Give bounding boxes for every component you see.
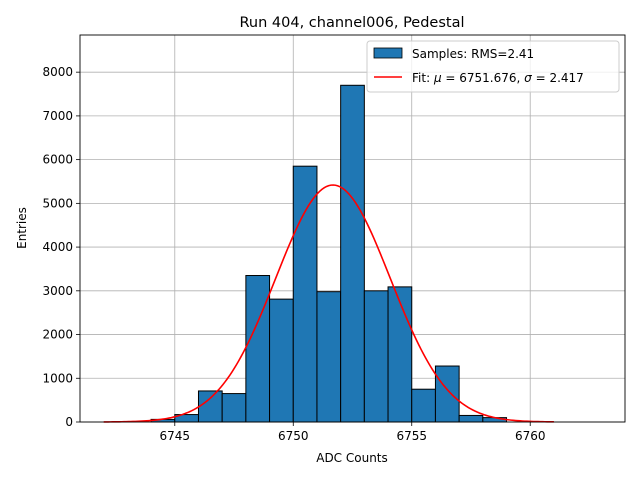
histogram-bar xyxy=(411,388,436,423)
legend-label-samples: Samples: RMS=2.41 xyxy=(412,47,534,61)
histogram-bar xyxy=(387,286,413,423)
x-tick-label: 6755 xyxy=(396,429,427,443)
histogram-bars xyxy=(150,84,508,423)
fit-label-sigma: σ xyxy=(524,71,532,85)
y-tick-label: 1000 xyxy=(42,371,73,385)
fit-label-sigma-value: = 2.417 xyxy=(532,71,584,85)
x-tick-label: 6745 xyxy=(160,429,191,443)
histogram-bar xyxy=(434,365,460,423)
x-tick-label: 6760 xyxy=(515,429,546,443)
x-tick-label: 6750 xyxy=(278,429,309,443)
fit-curve xyxy=(103,184,554,423)
histogram-bar xyxy=(292,165,318,423)
plot-frame xyxy=(79,34,626,423)
y-tick-label: 4000 xyxy=(42,240,73,254)
y-axis: 0 1000 2000 3000 4000 5000 6000 7000 8000 xyxy=(42,65,80,429)
histogram-bar xyxy=(197,390,223,423)
x-axis-label: ADC Counts xyxy=(316,451,388,465)
fit-label-prefix: Fit: xyxy=(412,71,434,85)
fit-label-mu: μ xyxy=(433,71,442,85)
y-tick-label: 7000 xyxy=(42,109,73,123)
y-axis-label: Entries xyxy=(15,207,29,249)
histogram-bar xyxy=(221,393,247,423)
y-tick-label: 3000 xyxy=(42,284,73,298)
chart-title: Run 404, channel006, Pedestal xyxy=(239,15,464,31)
histogram-bar xyxy=(316,291,342,423)
y-tick-label: 0 xyxy=(65,415,73,429)
histogram-bar xyxy=(363,290,389,423)
legend-box xyxy=(366,40,620,93)
legend-swatch-samples xyxy=(373,47,403,59)
legend: Samples: RMS=2.41 Fit: μ = 6751.676, σ =… xyxy=(366,40,620,93)
y-tick-label: 2000 xyxy=(42,328,73,342)
y-tick-label: 6000 xyxy=(42,153,73,167)
fit-label-mu-value: = 6751.676, xyxy=(442,71,525,85)
y-tick-label: 5000 xyxy=(42,196,73,210)
histogram-bar xyxy=(269,298,294,423)
histogram-bar xyxy=(340,84,365,423)
x-axis: 6745 6750 6755 6760 xyxy=(160,422,546,443)
histogram-bar xyxy=(245,275,271,423)
y-tick-label: 8000 xyxy=(42,65,73,79)
histogram-bar xyxy=(458,414,484,423)
legend-label-fit: Fit: μ = 6751.676, σ = 2.417 xyxy=(412,71,584,85)
